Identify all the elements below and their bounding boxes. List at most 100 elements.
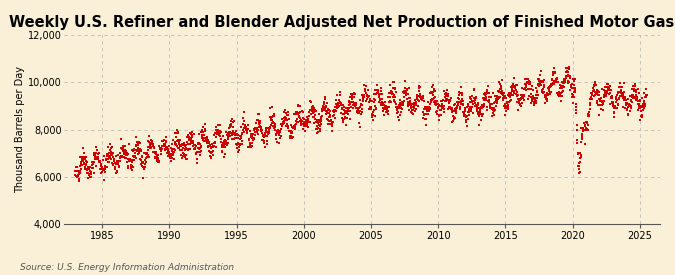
Point (404, 95, 414, 100)
Point (101, 152, 112, 156)
Point (369, 97, 379, 101)
Point (538, 79, 549, 84)
Point (529, 100, 539, 105)
Point (448, 119, 458, 123)
Point (477, 105, 487, 110)
Point (175, 138, 186, 143)
Point (173, 139, 184, 144)
Point (515, 96, 526, 101)
Point (602, 81, 613, 86)
Point (491, 94, 502, 98)
Point (550, 78, 561, 83)
Point (352, 109, 362, 114)
Point (115, 155, 126, 159)
Point (385, 100, 396, 104)
Point (548, 78, 559, 83)
Point (335, 103, 346, 107)
Point (304, 120, 315, 125)
Point (146, 146, 157, 151)
Point (590, 90, 601, 94)
Point (457, 92, 468, 96)
Point (365, 106, 376, 110)
Point (479, 98, 489, 102)
Point (74, 177, 84, 182)
Point (311, 118, 322, 123)
Point (145, 143, 156, 148)
Point (271, 131, 282, 136)
Point (292, 117, 302, 121)
Point (206, 146, 217, 150)
Point (195, 146, 206, 151)
Point (630, 93, 641, 97)
Point (497, 96, 508, 100)
Point (604, 91, 615, 95)
Point (358, 97, 369, 101)
Point (280, 115, 291, 119)
Point (606, 101, 617, 105)
Point (562, 74, 572, 78)
Point (353, 111, 364, 116)
Point (279, 109, 290, 114)
Point (136, 162, 146, 166)
Point (313, 121, 323, 126)
Point (161, 145, 172, 149)
Point (387, 91, 398, 95)
Point (294, 111, 304, 115)
Point (619, 95, 630, 100)
Point (97, 167, 107, 172)
Point (635, 108, 646, 113)
Point (210, 140, 221, 145)
Point (552, 79, 563, 84)
Point (364, 99, 375, 103)
Point (177, 142, 188, 147)
Point (401, 90, 412, 95)
Point (225, 122, 236, 126)
Point (348, 92, 358, 96)
Point (493, 89, 504, 93)
Point (554, 89, 564, 94)
Point (600, 85, 611, 89)
Point (168, 150, 179, 154)
Point (538, 87, 549, 92)
Point (198, 133, 209, 137)
Point (616, 88, 627, 92)
Point (97, 165, 108, 169)
Point (296, 119, 307, 124)
Point (296, 120, 306, 125)
Point (615, 85, 626, 89)
Point (198, 130, 209, 134)
Point (447, 109, 458, 114)
Point (497, 91, 508, 95)
Point (570, 105, 581, 109)
Point (384, 91, 395, 96)
Point (504, 94, 514, 98)
Point (134, 157, 145, 161)
Point (261, 125, 271, 130)
Point (217, 141, 228, 146)
Point (120, 148, 131, 153)
Point (92, 152, 103, 156)
Point (541, 93, 551, 98)
Point (517, 95, 528, 99)
Point (526, 95, 537, 99)
Point (281, 116, 292, 120)
Point (630, 98, 641, 102)
Point (414, 93, 425, 98)
Point (277, 117, 288, 122)
Point (508, 75, 519, 80)
Point (291, 119, 302, 123)
Point (121, 153, 132, 157)
Point (453, 96, 464, 100)
Point (194, 131, 205, 136)
Point (508, 93, 518, 97)
Point (446, 120, 457, 124)
Point (327, 109, 338, 113)
Point (555, 82, 566, 87)
Point (531, 99, 541, 103)
Point (331, 102, 342, 106)
Point (562, 66, 572, 70)
Point (142, 139, 153, 143)
Point (156, 139, 167, 144)
Point (107, 152, 117, 156)
Point (560, 76, 571, 80)
